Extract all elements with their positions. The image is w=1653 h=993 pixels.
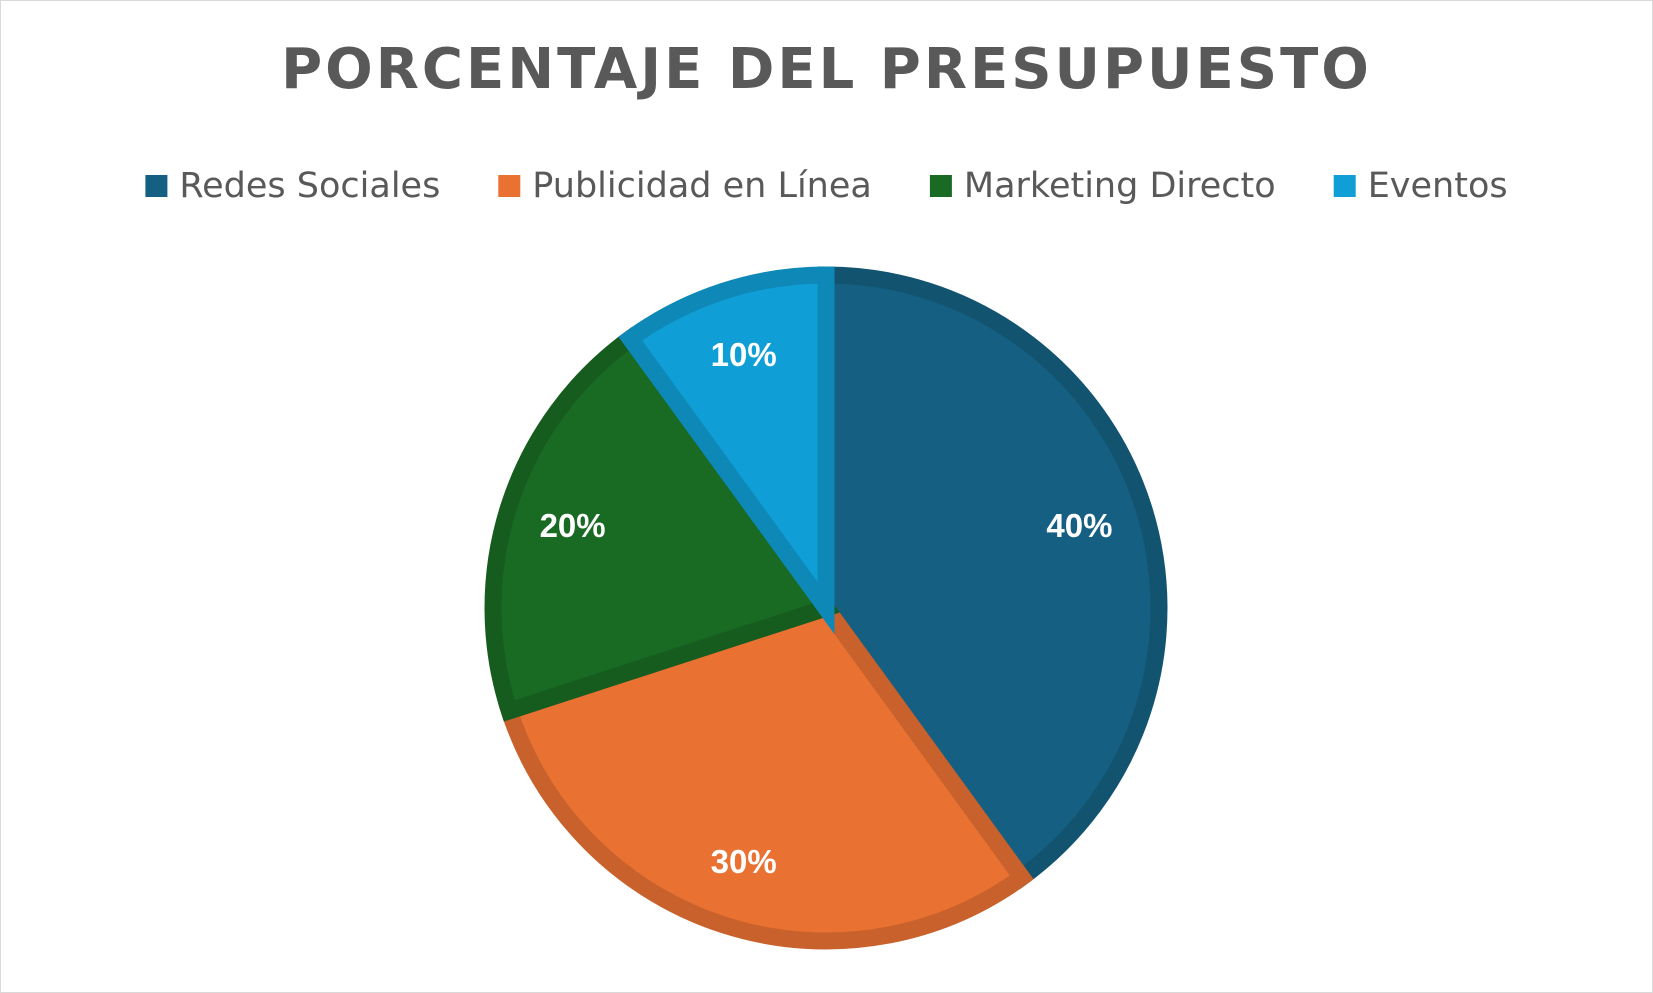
legend-item-marketing-directo: Marketing Directo [929, 166, 1276, 206]
pie-slice-eventos [618, 266, 835, 635]
legend-item-publicidad-en-linea: Publicidad en Línea [498, 166, 872, 206]
legend-swatch [1333, 175, 1356, 197]
data-label-redes-sociales: 40% [1046, 507, 1112, 544]
legend-label: Redes Sociales [179, 166, 440, 206]
chart-title: PORCENTAJE DEL PRESUPUESTO [281, 37, 1372, 102]
legend-swatch [929, 175, 952, 197]
legend-label: Marketing Directo [964, 166, 1276, 206]
legend-swatch [145, 175, 168, 197]
data-label-marketing-directo: 20% [540, 507, 606, 544]
pie-slice-publicidad-en-linea [498, 598, 1034, 950]
data-labels: 40% 30% 20% 10% [540, 336, 1113, 880]
pie-slice-redes-sociales [817, 266, 1168, 890]
pie-slice-marketing-directo [484, 326, 840, 722]
data-label-eventos: 10% [711, 336, 777, 373]
legend-label: Publicidad en Línea [532, 166, 872, 206]
legend-swatch [498, 175, 521, 197]
legend-label: Eventos [1368, 166, 1508, 206]
legend-item-redes-sociales: Redes Sociales [145, 166, 440, 206]
pie-slices [484, 266, 1168, 950]
legend-item-eventos: Eventos [1333, 166, 1508, 206]
chart-legend: Redes Sociales Publicidad en Línea Marketi… [145, 166, 1508, 206]
data-label-publicidad-en-linea: 30% [711, 843, 777, 880]
